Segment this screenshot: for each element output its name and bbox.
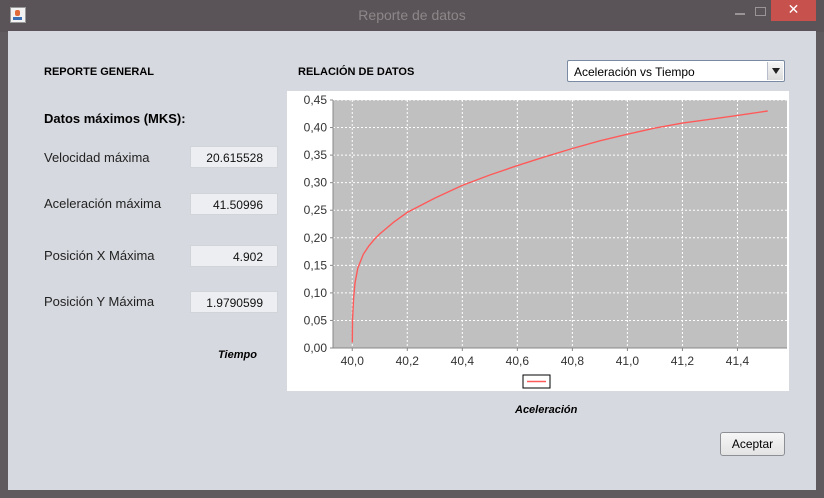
chart-type-selected: Aceleración vs Tiempo xyxy=(574,65,695,79)
max-position-x-label: Posición X Máxima xyxy=(44,248,155,263)
x-tick-label: 40,6 xyxy=(506,354,530,368)
close-button[interactable]: ✕ xyxy=(771,0,816,21)
x-tick-label: 40,2 xyxy=(396,354,420,368)
x-tick-label: 41,4 xyxy=(726,354,750,368)
y-tick-label: 0,05 xyxy=(304,313,328,327)
max-acceleration-value: 41.50996 xyxy=(190,193,278,215)
series-line xyxy=(351,110,768,343)
chart-svg: 40,0 40,2 40,4 40,6 40,8 41,0 41,2 41,4 0,00 0,05… xyxy=(304,93,787,389)
x-tick-label: 41,0 xyxy=(616,354,640,368)
y-tick-label: 0,35 xyxy=(304,148,328,162)
x-tick-label: 40,4 xyxy=(451,354,475,368)
dialog-content: REPORTE GENERAL Datos máximos (MKS): Vel… xyxy=(8,31,816,490)
line-chart: 40,0 40,2 40,4 40,6 40,8 41,0 41,2 41,4 0,00 0,05… xyxy=(287,91,789,391)
title-bar[interactable]: Reporte de datos ✕ xyxy=(0,0,824,32)
y-tick-label: 0,40 xyxy=(304,121,328,135)
plot-area xyxy=(333,100,787,348)
minimize-icon[interactable] xyxy=(728,4,752,20)
max-position-x-value: 4.902 xyxy=(190,245,278,267)
y-tick-label: 0,25 xyxy=(304,203,328,217)
java-cup-icon xyxy=(10,7,26,23)
max-acceleration-label: Aceleración máxima xyxy=(44,196,162,211)
chart-type-select[interactable]: Aceleración vs Tiempo xyxy=(567,60,785,82)
report-heading: REPORTE GENERAL xyxy=(44,66,155,78)
maximize-icon[interactable] xyxy=(752,4,770,20)
max-position-y-value: 1.9790599 xyxy=(190,291,278,313)
close-icon: ✕ xyxy=(787,2,800,18)
chevron-down-icon[interactable] xyxy=(767,62,783,80)
window-title: Reporte de datos xyxy=(358,7,466,23)
time-axis-caption: Tiempo xyxy=(218,349,257,361)
y-tick-label: 0,45 xyxy=(304,93,328,107)
max-position-y-label: Posición Y Máxima xyxy=(44,294,155,309)
y-tick-label: 0,00 xyxy=(304,341,328,355)
x-tick-label: 40,0 xyxy=(341,354,365,368)
accept-button[interactable]: Aceptar xyxy=(720,432,785,456)
max-velocity-value: 20.615528 xyxy=(190,146,278,168)
x-tick-label: 41,2 xyxy=(671,354,695,368)
y-tick-label: 0,15 xyxy=(304,258,328,272)
x-tick-label: 40,8 xyxy=(561,354,585,368)
y-tick-label: 0,30 xyxy=(304,176,328,190)
max-velocity-label: Velocidad máxima xyxy=(44,150,150,165)
max-data-subheading: Datos máximos (MKS): xyxy=(44,111,186,126)
y-tick-label: 0,10 xyxy=(304,286,328,300)
relation-heading: RELACIÓN DE DATOS xyxy=(298,66,415,78)
acceleration-axis-caption: Aceleración xyxy=(515,404,578,416)
y-tick-label: 0,20 xyxy=(304,231,328,245)
